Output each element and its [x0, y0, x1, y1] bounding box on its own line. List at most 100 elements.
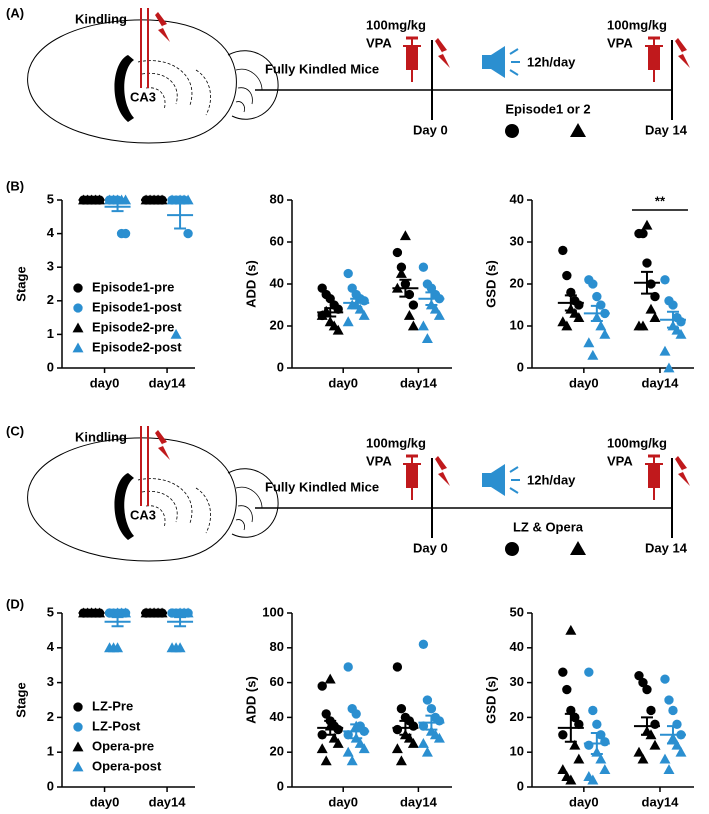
speaker-waves [509, 466, 520, 494]
x-tick-label: day14 [149, 375, 187, 390]
legend-label: Opera-pre [92, 738, 154, 753]
schedule-label: 12h/day [527, 472, 576, 487]
data-point [392, 247, 403, 258]
kindling-label: Kindling [75, 429, 127, 444]
data-point [634, 670, 644, 681]
data-point [434, 716, 445, 726]
panel-label: (A) [6, 5, 24, 20]
data-point [675, 746, 687, 757]
data-point [641, 219, 653, 230]
data-point [668, 705, 678, 716]
lightning [675, 38, 690, 68]
sem-bar [640, 270, 653, 295]
data-point [183, 228, 193, 239]
y-tick-label: 30 [510, 674, 524, 689]
y-tick-label: 0 [517, 359, 524, 374]
sem-bar [564, 294, 577, 312]
syringe-barrel [648, 464, 660, 488]
data-point [396, 704, 407, 714]
data-point [649, 312, 661, 322]
data-point [587, 349, 599, 360]
sem-bar [350, 723, 363, 740]
legend-label: LZ-Pre [92, 698, 133, 713]
y-tick-label: 20 [270, 317, 284, 332]
y-tick-label: 0 [517, 778, 524, 793]
x-tick-label: day14 [642, 794, 680, 809]
data-point [104, 608, 115, 618]
data-point [646, 279, 656, 289]
syringe-barrel [406, 46, 418, 70]
lightning [155, 430, 170, 460]
dose-label: 100mg/kg [607, 17, 667, 32]
y-tick-label: 0 [47, 778, 54, 793]
y-tick-label: 3 [47, 674, 54, 689]
y-tick-label: 80 [270, 191, 284, 206]
data-point [638, 228, 648, 239]
cerebellum-folds [235, 486, 263, 531]
drug-label: VPA [607, 35, 633, 50]
data-point [426, 704, 437, 714]
data-point [633, 746, 645, 757]
data-point [408, 721, 419, 731]
legend-marker [73, 303, 83, 313]
y-tick-label: 80 [270, 639, 284, 654]
data-point [675, 328, 687, 339]
data-point [317, 681, 327, 691]
data-point [403, 732, 415, 743]
triangle-symbol [570, 541, 586, 555]
data-point [354, 303, 366, 314]
sem-bar [666, 725, 679, 745]
syringe-barrel [648, 46, 660, 70]
schedule-label: 12h/day [527, 54, 576, 69]
y-tick-label: 50 [510, 604, 524, 619]
x-tick-label: day14 [400, 375, 438, 390]
data-point [660, 674, 670, 684]
data-point [649, 739, 661, 750]
data-point [584, 740, 594, 750]
data-point [120, 228, 131, 239]
x-tick-label: day14 [642, 375, 680, 390]
speaker-box [482, 473, 491, 487]
y-tick-label: 60 [270, 233, 284, 248]
circle-symbol [505, 124, 519, 138]
sem-bar [590, 732, 603, 755]
y-tick-label: 20 [270, 744, 284, 759]
data-point [346, 755, 358, 766]
panel-label: (D) [6, 596, 24, 611]
data-point [599, 328, 611, 339]
data-point [562, 684, 572, 695]
lightning [675, 456, 690, 486]
cerebellum-folds [235, 68, 263, 113]
data-point [676, 317, 686, 327]
data-point [595, 753, 607, 764]
cerebellum [227, 468, 279, 538]
y-tick-label: 0 [47, 359, 54, 374]
drug-label: VPA [607, 453, 633, 468]
y-tick-label: 0 [277, 778, 284, 793]
condition-label: Episode1 or 2 [505, 101, 590, 116]
data-point [558, 730, 568, 740]
data-point [569, 739, 581, 750]
y-tick-label: 40 [510, 191, 524, 206]
x-tick-label: day14 [149, 794, 187, 809]
hippocampus [114, 55, 134, 122]
data-point [396, 262, 407, 272]
data-point [395, 268, 407, 278]
data-point [588, 705, 598, 716]
schematic: (C) Kindling CA3 100mg/kg VPA 100mg/kg VPA Full… [6, 423, 690, 562]
sem-bar [324, 307, 337, 318]
legend-marker [73, 283, 83, 293]
day-end-label: Day 14 [645, 122, 688, 137]
drug-label: VPA [366, 453, 392, 468]
y-tick-label: 2 [47, 292, 54, 307]
data-point [660, 275, 670, 285]
lightning [155, 12, 170, 42]
data-point [592, 291, 602, 302]
data-point [587, 774, 599, 785]
syringe-barrel [406, 464, 418, 488]
data-point [407, 320, 419, 331]
data-point [645, 303, 657, 314]
x-tick-label: day0 [569, 375, 599, 390]
y-tick-label: 0 [277, 359, 284, 374]
